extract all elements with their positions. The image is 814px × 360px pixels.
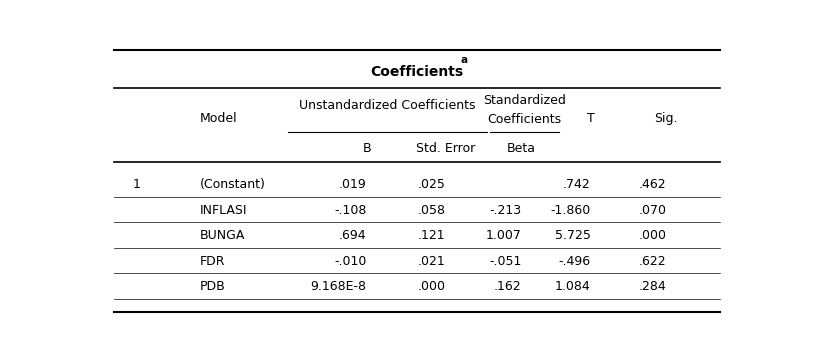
Text: a: a bbox=[461, 55, 468, 65]
Text: -.051: -.051 bbox=[489, 255, 521, 267]
Text: .019: .019 bbox=[339, 178, 366, 191]
Text: Standardized: Standardized bbox=[483, 94, 566, 107]
Text: .058: .058 bbox=[418, 203, 445, 217]
Text: .694: .694 bbox=[339, 229, 366, 242]
Text: .070: .070 bbox=[638, 203, 667, 217]
Text: .000: .000 bbox=[418, 280, 445, 293]
Text: .021: .021 bbox=[418, 255, 445, 267]
Text: 9.168E-8: 9.168E-8 bbox=[311, 280, 366, 293]
Text: .025: .025 bbox=[418, 178, 445, 191]
Text: .622: .622 bbox=[639, 255, 667, 267]
Text: .000: .000 bbox=[638, 229, 667, 242]
Text: .121: .121 bbox=[418, 229, 445, 242]
Text: 1.084: 1.084 bbox=[555, 280, 591, 293]
Text: .462: .462 bbox=[639, 178, 667, 191]
Text: FDR: FDR bbox=[199, 255, 225, 267]
Text: Coefficients: Coefficients bbox=[488, 113, 562, 126]
Text: Std. Error: Std. Error bbox=[416, 142, 475, 155]
Text: (Constant): (Constant) bbox=[199, 178, 265, 191]
Text: -.213: -.213 bbox=[489, 203, 521, 217]
Text: BUNGA: BUNGA bbox=[199, 229, 245, 242]
Text: .162: .162 bbox=[493, 280, 521, 293]
Text: 1.007: 1.007 bbox=[485, 229, 521, 242]
Text: T: T bbox=[587, 112, 594, 125]
Text: .284: .284 bbox=[639, 280, 667, 293]
Text: PDB: PDB bbox=[199, 280, 225, 293]
Text: Model: Model bbox=[199, 112, 237, 125]
Text: 1: 1 bbox=[133, 178, 140, 191]
Text: Beta: Beta bbox=[507, 142, 536, 155]
Text: 5.725: 5.725 bbox=[555, 229, 591, 242]
Text: -.010: -.010 bbox=[335, 255, 366, 267]
Text: -.496: -.496 bbox=[558, 255, 591, 267]
Text: B: B bbox=[362, 142, 371, 155]
Text: Sig.: Sig. bbox=[654, 112, 678, 125]
Text: INFLASI: INFLASI bbox=[199, 203, 247, 217]
Text: .742: .742 bbox=[563, 178, 591, 191]
Text: Coefficients: Coefficients bbox=[370, 65, 464, 79]
Text: -.108: -.108 bbox=[335, 203, 366, 217]
Text: -1.860: -1.860 bbox=[550, 203, 591, 217]
Text: Unstandardized Coefficients: Unstandardized Coefficients bbox=[299, 99, 475, 112]
